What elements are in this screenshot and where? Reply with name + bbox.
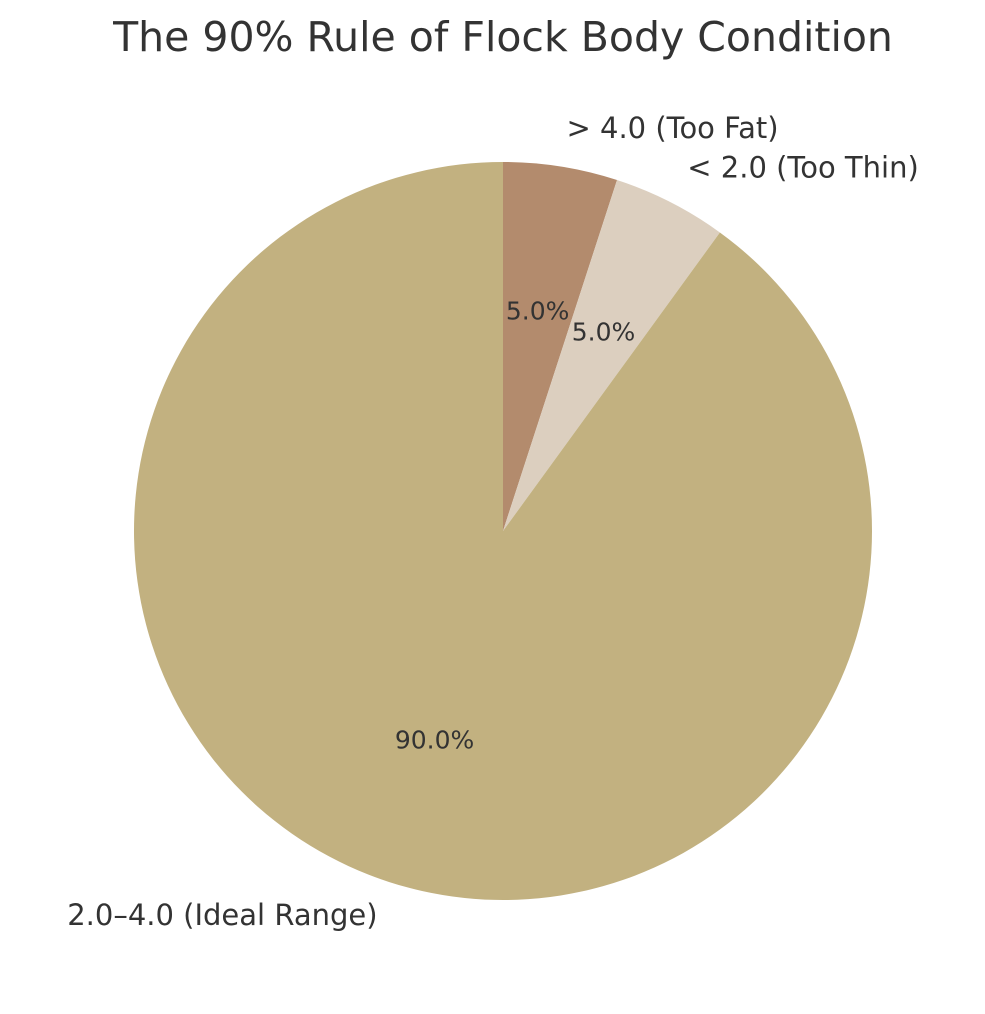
percent-label: 5.0% [572, 318, 636, 347]
percent-label: 5.0% [506, 296, 570, 325]
chart-title: The 90% Rule of Flock Body Condition [112, 13, 893, 61]
slice-label: 2.0–4.0 (Ideal Range) [67, 898, 377, 932]
slice-label: < 2.0 (Too Thin) [687, 150, 919, 184]
pie-slice [133, 162, 872, 900]
pie-slice [503, 180, 720, 531]
slice-label: > 4.0 (Too Fat) [566, 111, 778, 145]
pie-slice [503, 162, 618, 531]
percent-label: 90.0% [395, 726, 474, 755]
